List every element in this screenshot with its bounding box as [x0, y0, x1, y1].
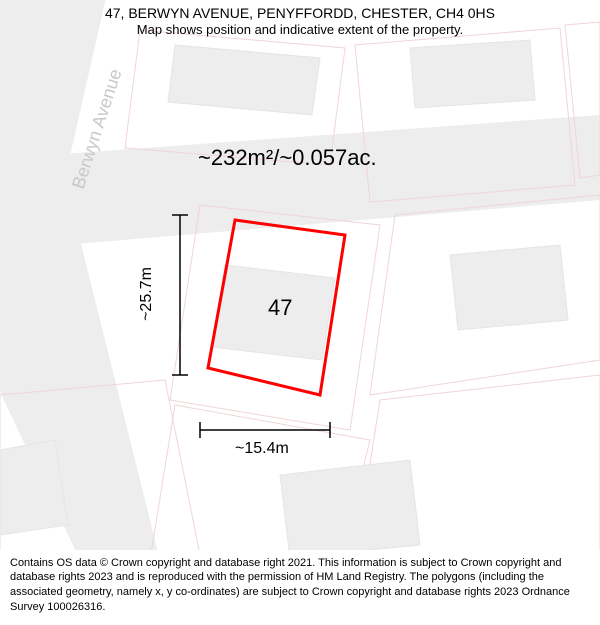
page-title: 47, BERWYN AVENUE, PENYFFORDD, CHESTER, …	[0, 4, 600, 22]
house-number-label: 47	[268, 295, 292, 321]
map-svg	[0, 0, 600, 560]
header: 47, BERWYN AVENUE, PENYFFORDD, CHESTER, …	[0, 4, 600, 39]
width-dimension-label: ~15.4m	[235, 440, 289, 458]
page-subtitle: Map shows position and indicative extent…	[0, 22, 600, 39]
height-dimension-label: ~25.7m	[138, 267, 156, 321]
footer-copyright: Contains OS data © Crown copyright and d…	[0, 550, 600, 625]
area-label: ~232m²/~0.057ac.	[198, 145, 377, 171]
map-area: Berwyn Avenue ~232m²/~0.057ac. 47 ~25.7m…	[0, 0, 600, 560]
